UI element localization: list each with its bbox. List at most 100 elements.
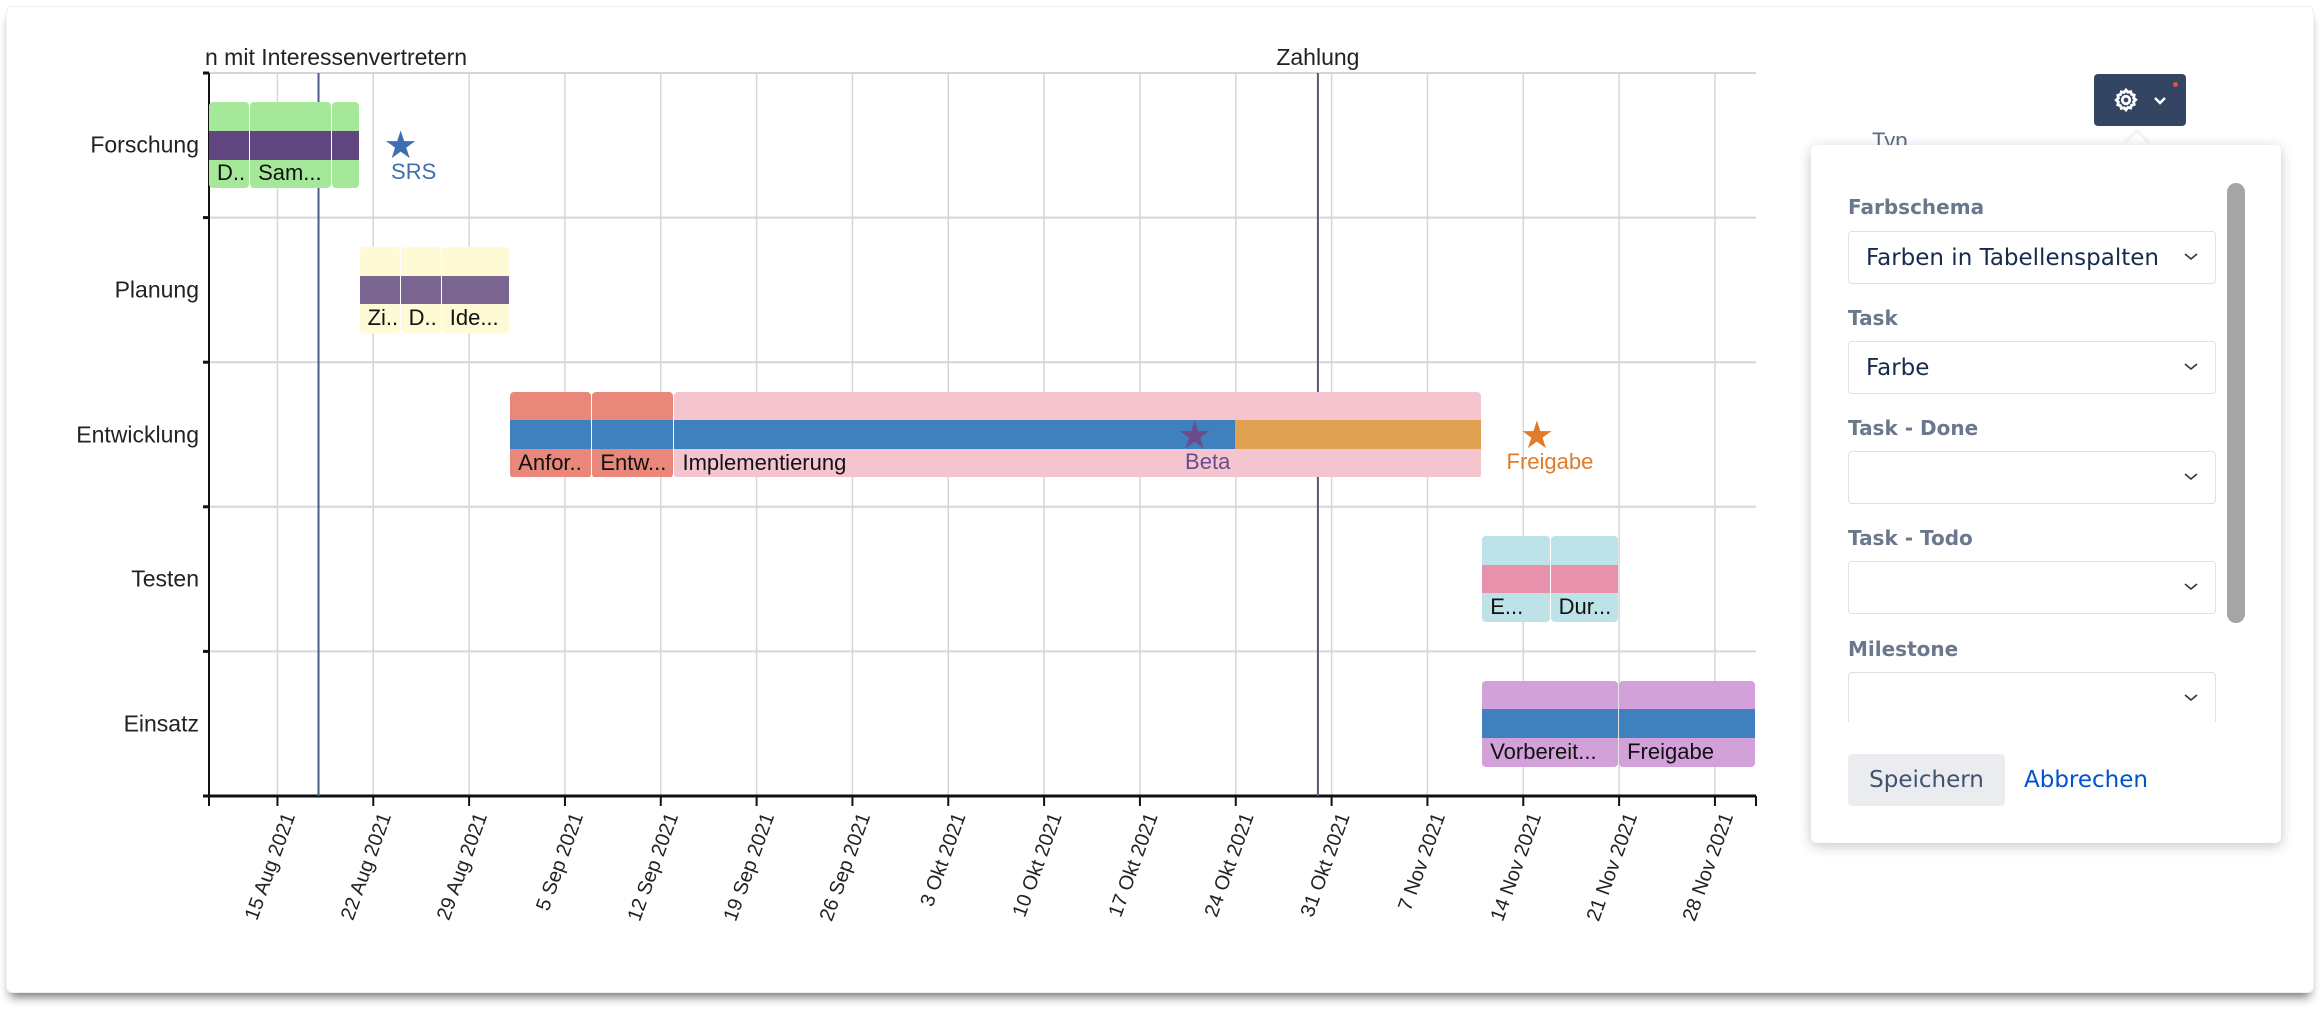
milestone-label: Milestone: [1848, 637, 1959, 661]
row-label: Entwicklung: [76, 421, 199, 447]
chevron-down-icon: [2184, 473, 2198, 481]
settings-popup: Farbschema Farben in Tabellenspalten Tas…: [1811, 145, 2281, 843]
task-band-top: [209, 102, 250, 131]
task-bar[interactable]: Ide...: [441, 246, 510, 333]
task-progress-band: [510, 420, 592, 449]
task-band-bottom: [1482, 593, 1550, 623]
star-icon[interactable]: ★: [383, 125, 418, 168]
task-band-bottom: [209, 159, 250, 189]
task-band-bottom: [592, 448, 674, 478]
milestone-label: Beta: [1185, 448, 1231, 474]
task-label: D..: [217, 160, 246, 186]
task-band-bottom: [1619, 738, 1755, 767]
star-icon[interactable]: ★: [1177, 414, 1212, 457]
chevron-down-icon: [2184, 583, 2198, 591]
task-band-top: [441, 246, 510, 276]
task-label: Freigabe: [1627, 738, 1714, 764]
row-label: Forschung: [90, 131, 199, 158]
task-progress-band: [359, 275, 400, 305]
milestone-select[interactable]: [1848, 672, 2216, 722]
task-band-bottom: [1550, 593, 1619, 623]
task-label: Zi..: [367, 304, 399, 330]
task-progress-band: [1550, 564, 1619, 594]
gear-icon: [2114, 87, 2138, 113]
task-band-bottom: [332, 159, 359, 189]
column-header-typ: Typ: [1872, 128, 1908, 145]
cancel-button[interactable]: Abbrechen: [2024, 767, 2148, 793]
task-progress-band: [332, 130, 359, 160]
task-label: Vorbereit...: [1490, 738, 1597, 764]
task-label: Task: [1848, 306, 1898, 330]
task-todo-select[interactable]: [1848, 561, 2216, 614]
farbschema-label: Farbschema: [1848, 195, 1985, 219]
task-label: Dur...: [1558, 594, 1612, 620]
save-button[interactable]: Speichern: [1848, 754, 2005, 806]
task-bar[interactable]: Freigabe: [1619, 680, 1755, 767]
farbschema-select[interactable]: Farben in Tabellenspalten: [1848, 231, 2216, 284]
task-band-top: [1482, 536, 1550, 565]
row-label: Einsatz: [123, 710, 199, 737]
task-label: Sam...: [258, 160, 322, 186]
task-band-bottom: [359, 304, 400, 333]
task-bar[interactable]: Entw...: [592, 391, 674, 478]
chevron-down-icon: [2184, 694, 2198, 702]
task-bar[interactable]: Implementierung: [674, 391, 1482, 478]
task-progress-band: [1482, 709, 1619, 738]
task-band-bottom: [441, 304, 510, 333]
task-band-bottom: [400, 304, 441, 333]
task-progress-band: [209, 130, 250, 160]
task-band-top: [1482, 680, 1619, 710]
milestone-label: SRS: [391, 159, 437, 185]
task-bar[interactable]: Dur...: [1550, 536, 1619, 623]
task-band-top: [1550, 536, 1619, 565]
task-bar[interactable]: [332, 102, 359, 189]
task-done-label: Task - Done: [1848, 416, 1979, 440]
task-band-bottom: [1482, 738, 1619, 767]
settings-scroll-area[interactable]: Farbschema Farben in Tabellenspalten Tas…: [1811, 145, 2251, 722]
farbschema-value: Farben in Tabellenspalten: [1866, 245, 2159, 271]
chevron-down-icon: [2184, 253, 2198, 261]
task-progress-band: [1619, 709, 1755, 738]
task-todo-label: Task - Todo: [1848, 526, 1973, 550]
task-bar[interactable]: D..: [209, 102, 250, 189]
marker-label: Zahlung: [1276, 44, 1360, 70]
row-label: Planung: [114, 276, 199, 303]
settings-button[interactable]: [2094, 74, 2186, 126]
task-band-bottom: [250, 159, 332, 189]
task-progress-band: [250, 130, 332, 160]
task-bar[interactable]: Sam...: [250, 102, 332, 189]
task-bar[interactable]: Anfor..: [510, 391, 592, 478]
task-band-bottom: [510, 448, 592, 478]
task-bar[interactable]: Zi..: [359, 246, 400, 333]
notification-dot: [2173, 82, 2178, 87]
task-label: Anfor..: [518, 449, 582, 475]
milestone-label: Freigabe: [1506, 448, 1594, 474]
task-bar[interactable]: E...: [1482, 536, 1550, 623]
task-label: Implementierung: [682, 449, 847, 475]
star-icon[interactable]: ★: [1519, 414, 1554, 457]
task-done-select[interactable]: [1848, 451, 2216, 504]
chevron-down-icon: [2184, 363, 2198, 371]
task-select[interactable]: Farbe: [1848, 341, 2216, 394]
task-band-top: [332, 102, 359, 131]
scrollbar[interactable]: [2227, 183, 2245, 623]
task-band-top: [510, 391, 592, 421]
task-band-top: [400, 246, 441, 276]
task-band-bottom: [674, 448, 1482, 478]
task-bar[interactable]: Vorbereit...: [1482, 680, 1619, 767]
task-label: Ide...: [449, 304, 499, 330]
task-label: D..: [408, 304, 437, 330]
task-progress-band: [441, 275, 510, 305]
marker-label: n mit Interessenvertretern: [205, 44, 468, 70]
task-label: E...: [1490, 594, 1524, 620]
task-progress-band: [674, 420, 1482, 449]
task-band-top: [592, 391, 674, 421]
task-bar[interactable]: D..: [400, 246, 441, 333]
task-band-top: [359, 246, 400, 276]
task-value: Farbe: [1866, 355, 1930, 381]
task-band-top: [1619, 680, 1755, 710]
chevron-down-icon: [2154, 97, 2166, 105]
row-label: Testen: [131, 565, 199, 592]
task-progress-band: [400, 275, 441, 305]
